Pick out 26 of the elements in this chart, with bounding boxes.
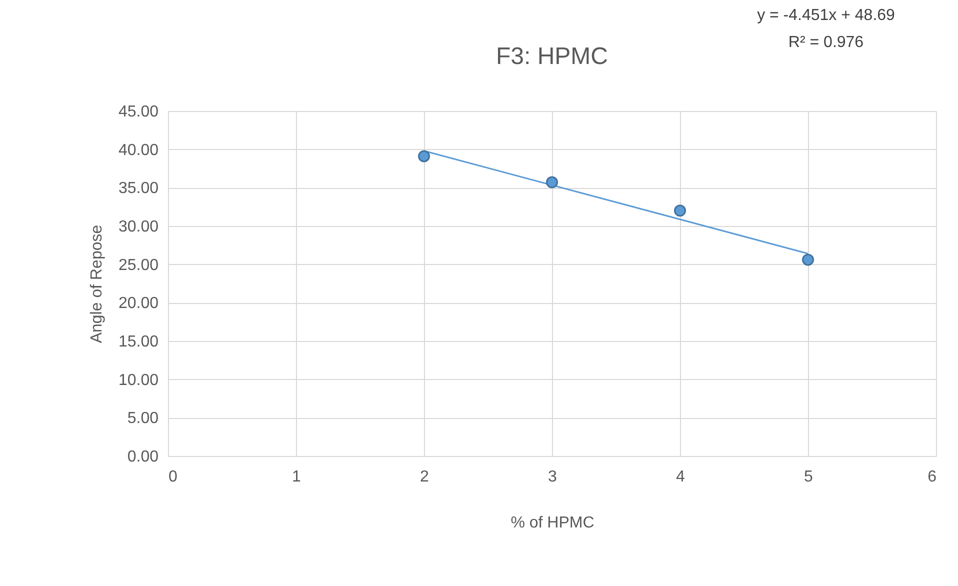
x-axis-title: % of HPMC bbox=[510, 514, 594, 532]
text: y = -4.451x + 48.69 bbox=[757, 7, 896, 24]
y-tick-label: 35.00 bbox=[118, 180, 159, 198]
x-tick-label: 4 bbox=[676, 468, 686, 486]
y-tick-label: 45.00 bbox=[118, 104, 159, 120]
x-tick-label: 0 bbox=[168, 468, 178, 486]
y-tick-label: 0.00 bbox=[127, 448, 159, 466]
x-tick-label: 1 bbox=[292, 468, 302, 486]
y-axis-title: Angle of Repose bbox=[88, 224, 106, 344]
x-tick-label: 2 bbox=[420, 468, 430, 486]
y-tick-label: 40.00 bbox=[118, 142, 159, 159]
text: R² = 0.976 bbox=[788, 34, 864, 51]
chart-title: F3: HPMC bbox=[496, 43, 608, 70]
y-tick-label: 25.00 bbox=[118, 256, 159, 274]
y-tick-label: 5.00 bbox=[127, 410, 159, 428]
y-tick-label: 15.00 bbox=[118, 334, 159, 350]
point bbox=[802, 254, 814, 266]
point bbox=[418, 150, 430, 162]
y-tick-label: 30.00 bbox=[118, 218, 159, 236]
point bbox=[674, 204, 686, 217]
x-tick-label: 6 bbox=[928, 468, 937, 486]
x-tick-label: 5 bbox=[804, 468, 814, 486]
x-tick-label: 3 bbox=[548, 468, 558, 486]
y-tick-label: 10.00 bbox=[118, 372, 159, 389]
point bbox=[546, 176, 558, 188]
y-tick-label: 20.00 bbox=[118, 295, 159, 312]
